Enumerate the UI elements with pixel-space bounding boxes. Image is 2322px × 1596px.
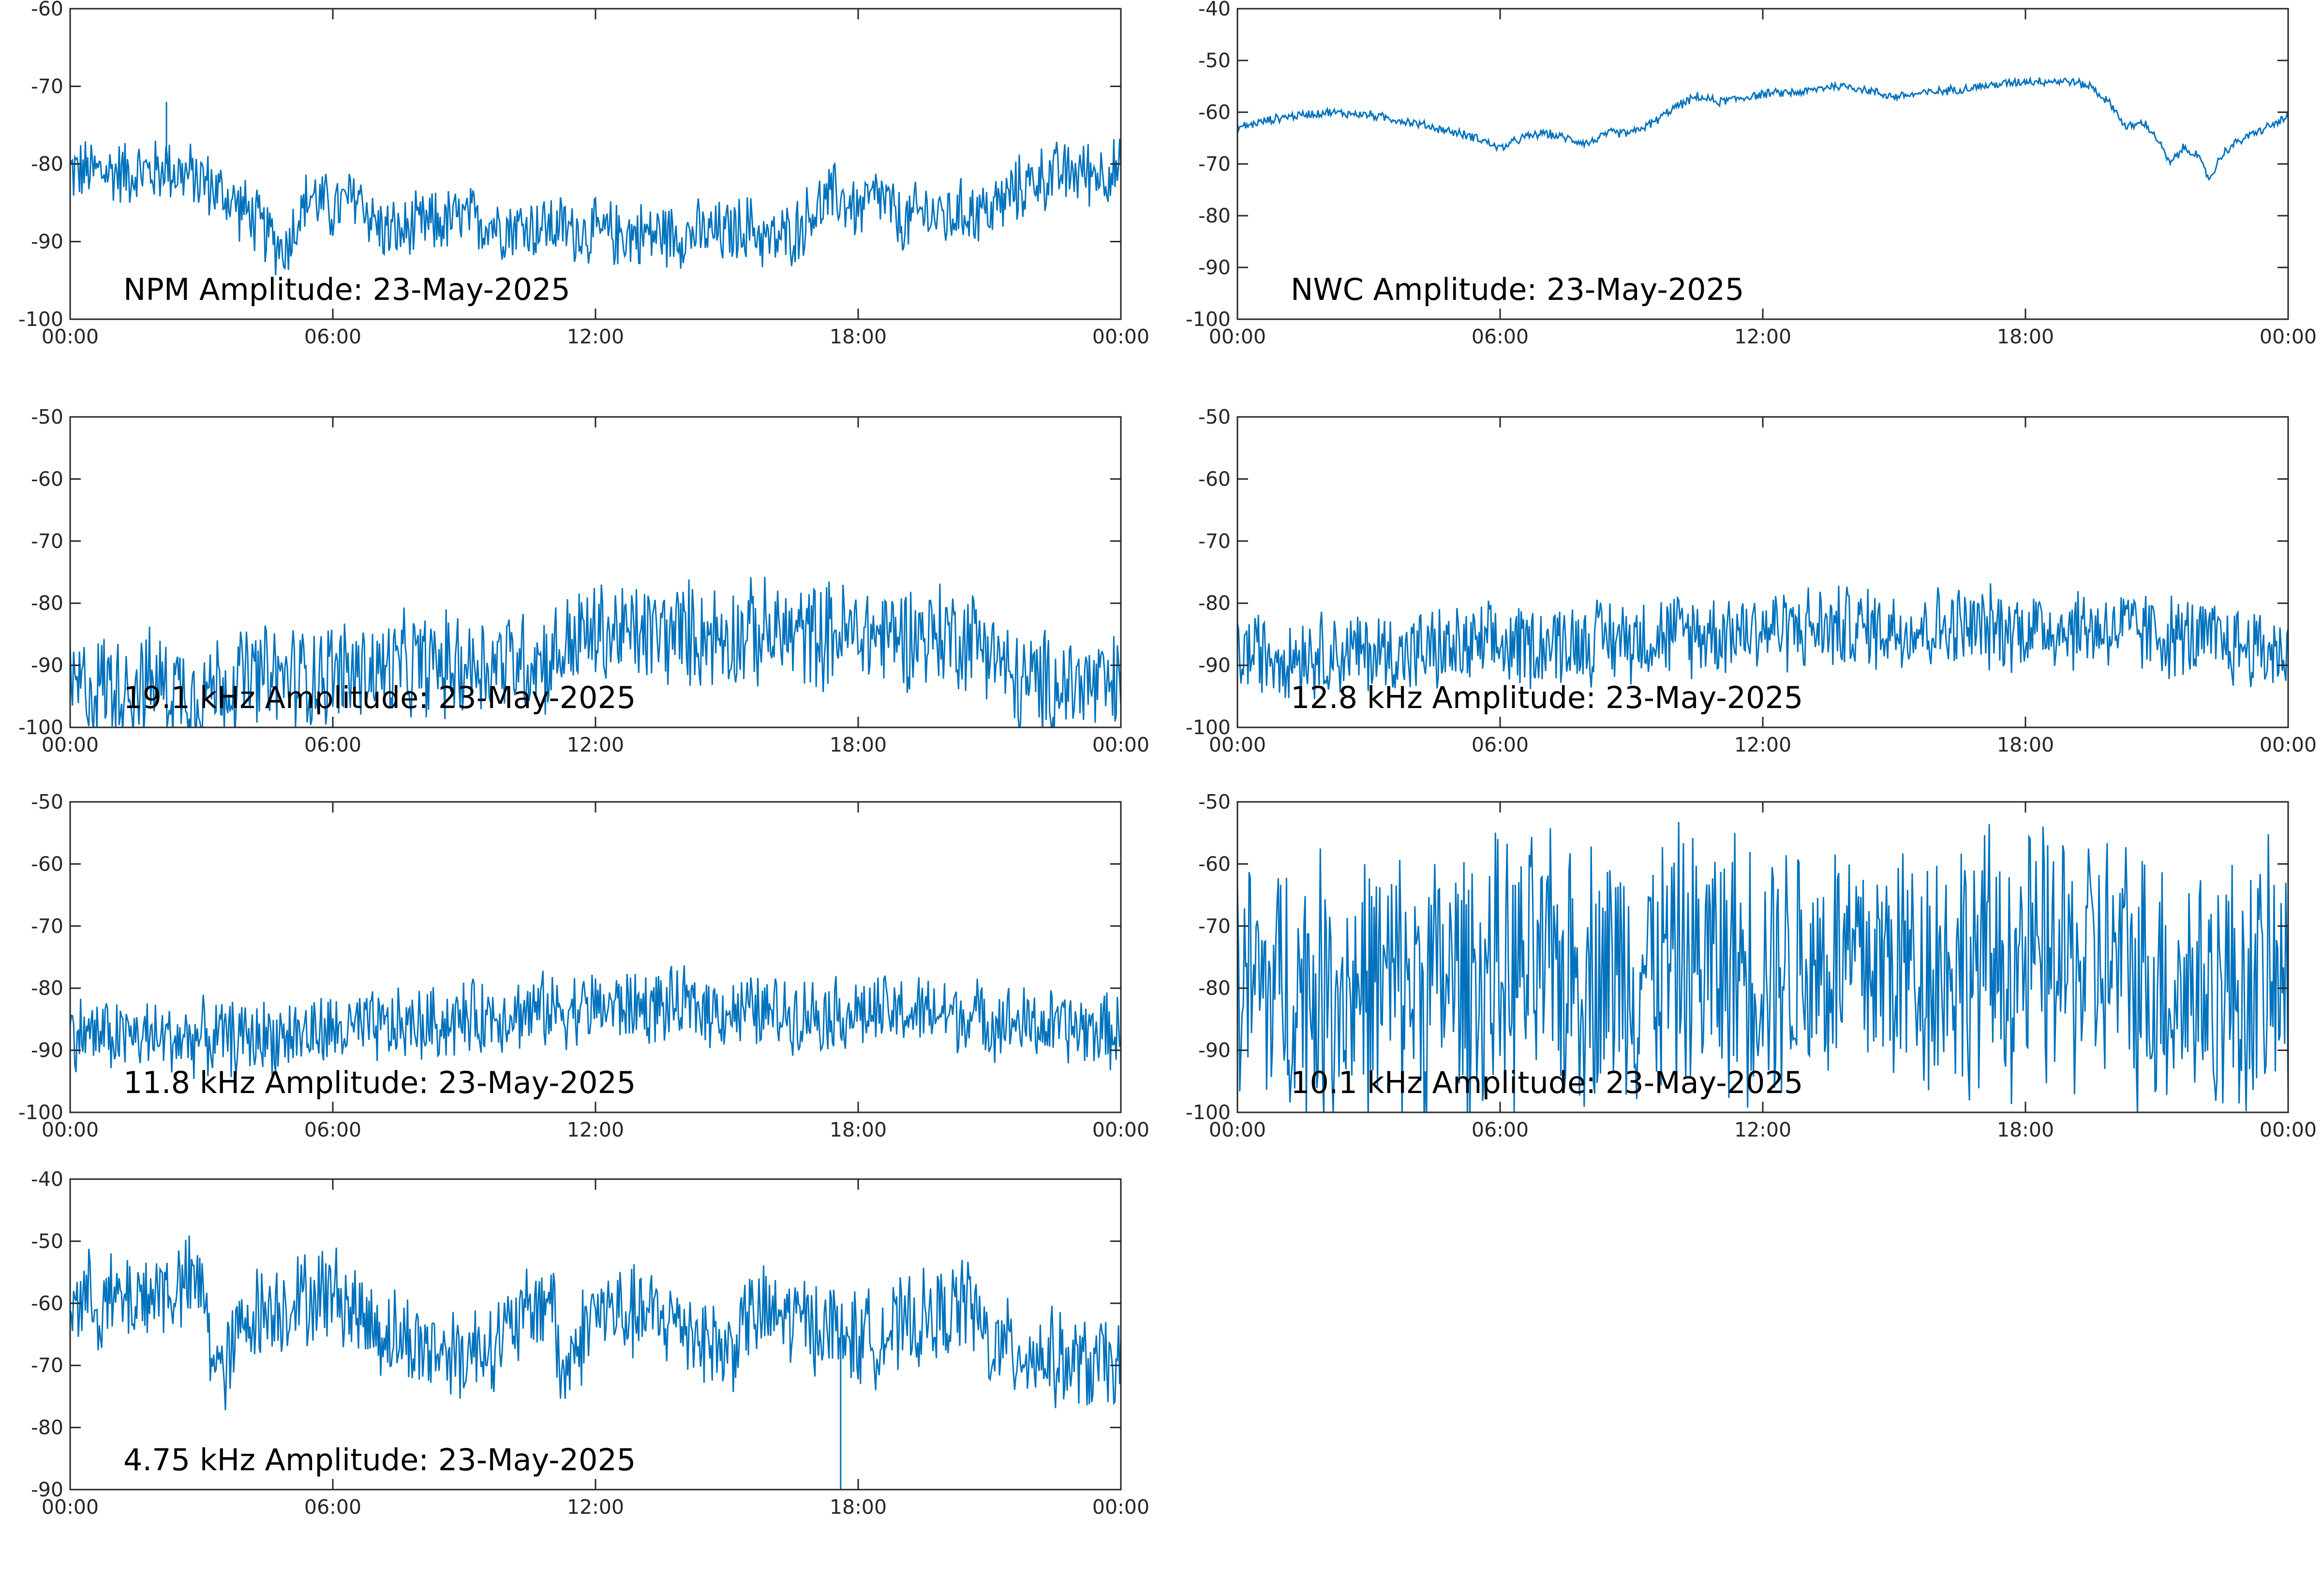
series-line bbox=[70, 965, 1121, 1079]
y-tick-label: -80 bbox=[31, 591, 63, 615]
y-tick-label: -70 bbox=[31, 1354, 63, 1377]
y-tick-label: -90 bbox=[1198, 256, 1231, 279]
x-tick-label: 06:00 bbox=[304, 733, 361, 756]
x-tick-label: 00:00 bbox=[42, 1495, 99, 1519]
y-tick-label: -90 bbox=[31, 1039, 63, 1062]
y-tick-label: -90 bbox=[1198, 1039, 1231, 1062]
y-tick-label: -80 bbox=[31, 152, 63, 176]
y-tick-label: -60 bbox=[31, 852, 63, 875]
y-tick-label: -80 bbox=[31, 976, 63, 1000]
x-tick-label: 18:00 bbox=[1997, 733, 2054, 756]
y-tick-label: -100 bbox=[18, 716, 63, 739]
y-tick-label: -90 bbox=[1198, 654, 1231, 677]
x-tick-label: 00:00 bbox=[42, 733, 99, 756]
x-tick-label: 06:00 bbox=[1472, 325, 1529, 348]
x-tick-label: 18:00 bbox=[1997, 325, 2054, 348]
y-tick-label: -60 bbox=[31, 467, 63, 490]
x-tick-label: 06:00 bbox=[304, 1118, 361, 1141]
x-tick-label: 00:00 bbox=[1092, 1118, 1149, 1141]
y-tick-label: -60 bbox=[1198, 101, 1231, 124]
x-tick-label: 06:00 bbox=[1472, 733, 1529, 756]
x-tick-label: 00:00 bbox=[1092, 325, 1149, 348]
panel-annotation: 4.75 kHz Amplitude: 23-May-2025 bbox=[123, 1442, 636, 1478]
y-tick-label: -100 bbox=[1186, 716, 1231, 739]
y-tick-label: -50 bbox=[1198, 49, 1231, 72]
series-line bbox=[1237, 75, 2288, 181]
x-tick-label: 12:00 bbox=[567, 1118, 624, 1141]
y-tick-label: -50 bbox=[31, 790, 63, 813]
y-tick-label: -90 bbox=[31, 230, 63, 253]
y-tick-label: -70 bbox=[1198, 915, 1231, 938]
y-tick-label: -70 bbox=[31, 530, 63, 553]
y-tick-label: -100 bbox=[1186, 308, 1231, 331]
y-tick-label: -60 bbox=[1198, 467, 1231, 490]
x-tick-label: 12:00 bbox=[567, 325, 624, 348]
y-tick-label: -70 bbox=[31, 75, 63, 98]
x-tick-label: 00:00 bbox=[1209, 733, 1266, 756]
y-tick-label: -70 bbox=[1198, 530, 1231, 553]
panel-annotation: 19.1 kHz Amplitude: 23-May-2025 bbox=[123, 680, 636, 715]
panel-annotation: 11.8 kHz Amplitude: 23-May-2025 bbox=[123, 1065, 636, 1100]
x-tick-label: 06:00 bbox=[1472, 1118, 1529, 1141]
x-tick-label: 18:00 bbox=[830, 1118, 887, 1141]
x-tick-label: 18:00 bbox=[1997, 1118, 2054, 1141]
x-tick-label: 00:00 bbox=[42, 1118, 99, 1141]
panel-annotation: 10.1 kHz Amplitude: 23-May-2025 bbox=[1291, 1065, 1803, 1100]
y-tick-label: -50 bbox=[31, 1229, 63, 1253]
y-tick-label: -50 bbox=[1198, 405, 1231, 429]
y-tick-label: -50 bbox=[31, 405, 63, 429]
y-tick-label: -80 bbox=[1198, 204, 1231, 227]
y-tick-label: -60 bbox=[31, 1292, 63, 1315]
x-tick-label: 00:00 bbox=[1209, 1118, 1266, 1141]
y-tick-label: -90 bbox=[31, 1478, 63, 1501]
series-line bbox=[70, 102, 1121, 276]
y-tick-label: -70 bbox=[31, 915, 63, 938]
x-tick-label: 06:00 bbox=[304, 1495, 361, 1519]
x-tick-label: 12:00 bbox=[1734, 733, 1791, 756]
series-line bbox=[1237, 583, 2288, 699]
x-tick-label: 00:00 bbox=[1092, 1495, 1149, 1519]
x-tick-label: 18:00 bbox=[830, 733, 887, 756]
x-tick-label: 18:00 bbox=[830, 325, 887, 348]
x-tick-label: 00:00 bbox=[1209, 325, 1266, 348]
series-line bbox=[70, 576, 1121, 727]
x-tick-label: 00:00 bbox=[1092, 733, 1149, 756]
y-tick-label: -100 bbox=[18, 308, 63, 331]
y-tick-label: -90 bbox=[31, 654, 63, 677]
y-tick-label: -80 bbox=[31, 1416, 63, 1439]
series-line bbox=[70, 1235, 1121, 1490]
x-tick-label: 00:00 bbox=[2260, 733, 2317, 756]
x-tick-label: 12:00 bbox=[1734, 325, 1791, 348]
series-line bbox=[1237, 822, 2288, 1112]
x-tick-label: 12:00 bbox=[567, 733, 624, 756]
y-tick-label: -50 bbox=[1198, 790, 1231, 813]
y-tick-label: -80 bbox=[1198, 976, 1231, 1000]
x-tick-label: 00:00 bbox=[42, 325, 99, 348]
y-tick-label: -40 bbox=[1198, 0, 1231, 20]
x-tick-label: 18:00 bbox=[830, 1495, 887, 1519]
y-tick-label: -100 bbox=[18, 1101, 63, 1124]
x-tick-label: 00:00 bbox=[2260, 1118, 2317, 1141]
panel-annotation: NWC Amplitude: 23-May-2025 bbox=[1291, 272, 1744, 307]
y-tick-label: -60 bbox=[31, 0, 63, 20]
x-tick-label: 06:00 bbox=[304, 325, 361, 348]
y-tick-label: -60 bbox=[1198, 852, 1231, 875]
y-tick-label: -100 bbox=[1186, 1101, 1231, 1124]
x-tick-label: 12:00 bbox=[1734, 1118, 1791, 1141]
panel-annotation: NPM Amplitude: 23-May-2025 bbox=[123, 272, 570, 307]
y-tick-label: -40 bbox=[31, 1167, 63, 1191]
panel-annotation: 12.8 kHz Amplitude: 23-May-2025 bbox=[1291, 680, 1803, 715]
y-tick-label: -70 bbox=[1198, 152, 1231, 176]
x-tick-label: 12:00 bbox=[567, 1495, 624, 1519]
x-tick-label: 00:00 bbox=[2260, 325, 2317, 348]
y-tick-label: -80 bbox=[1198, 591, 1231, 615]
